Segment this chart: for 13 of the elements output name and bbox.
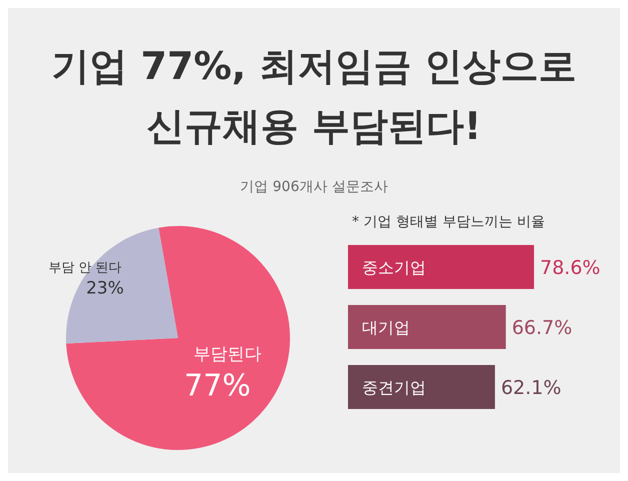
data-label: 23% (86, 278, 124, 299)
data-label: 66.7% (512, 317, 572, 339)
slice-label: 부담 안 된다 (48, 260, 122, 276)
slice-label: 부담된다 (193, 344, 262, 364)
data-label: 78.6% (540, 257, 600, 279)
chart-title: * 기업 형태별 부담느끼는 비율 (352, 213, 546, 231)
chart-title: 기업 77%, 최저임금 인상으로 신규채용 부담된다! (50, 43, 578, 150)
y-tick-label: 중견기업 (362, 378, 426, 397)
y-tick-label: 대기업 (362, 318, 410, 337)
data-label: 77% (184, 368, 251, 404)
data-label: 62.1% (500, 377, 562, 399)
chart-subtitle: 기업 906개사 설문조사 (239, 178, 389, 196)
y-tick-label: 중소기업 (362, 258, 426, 277)
